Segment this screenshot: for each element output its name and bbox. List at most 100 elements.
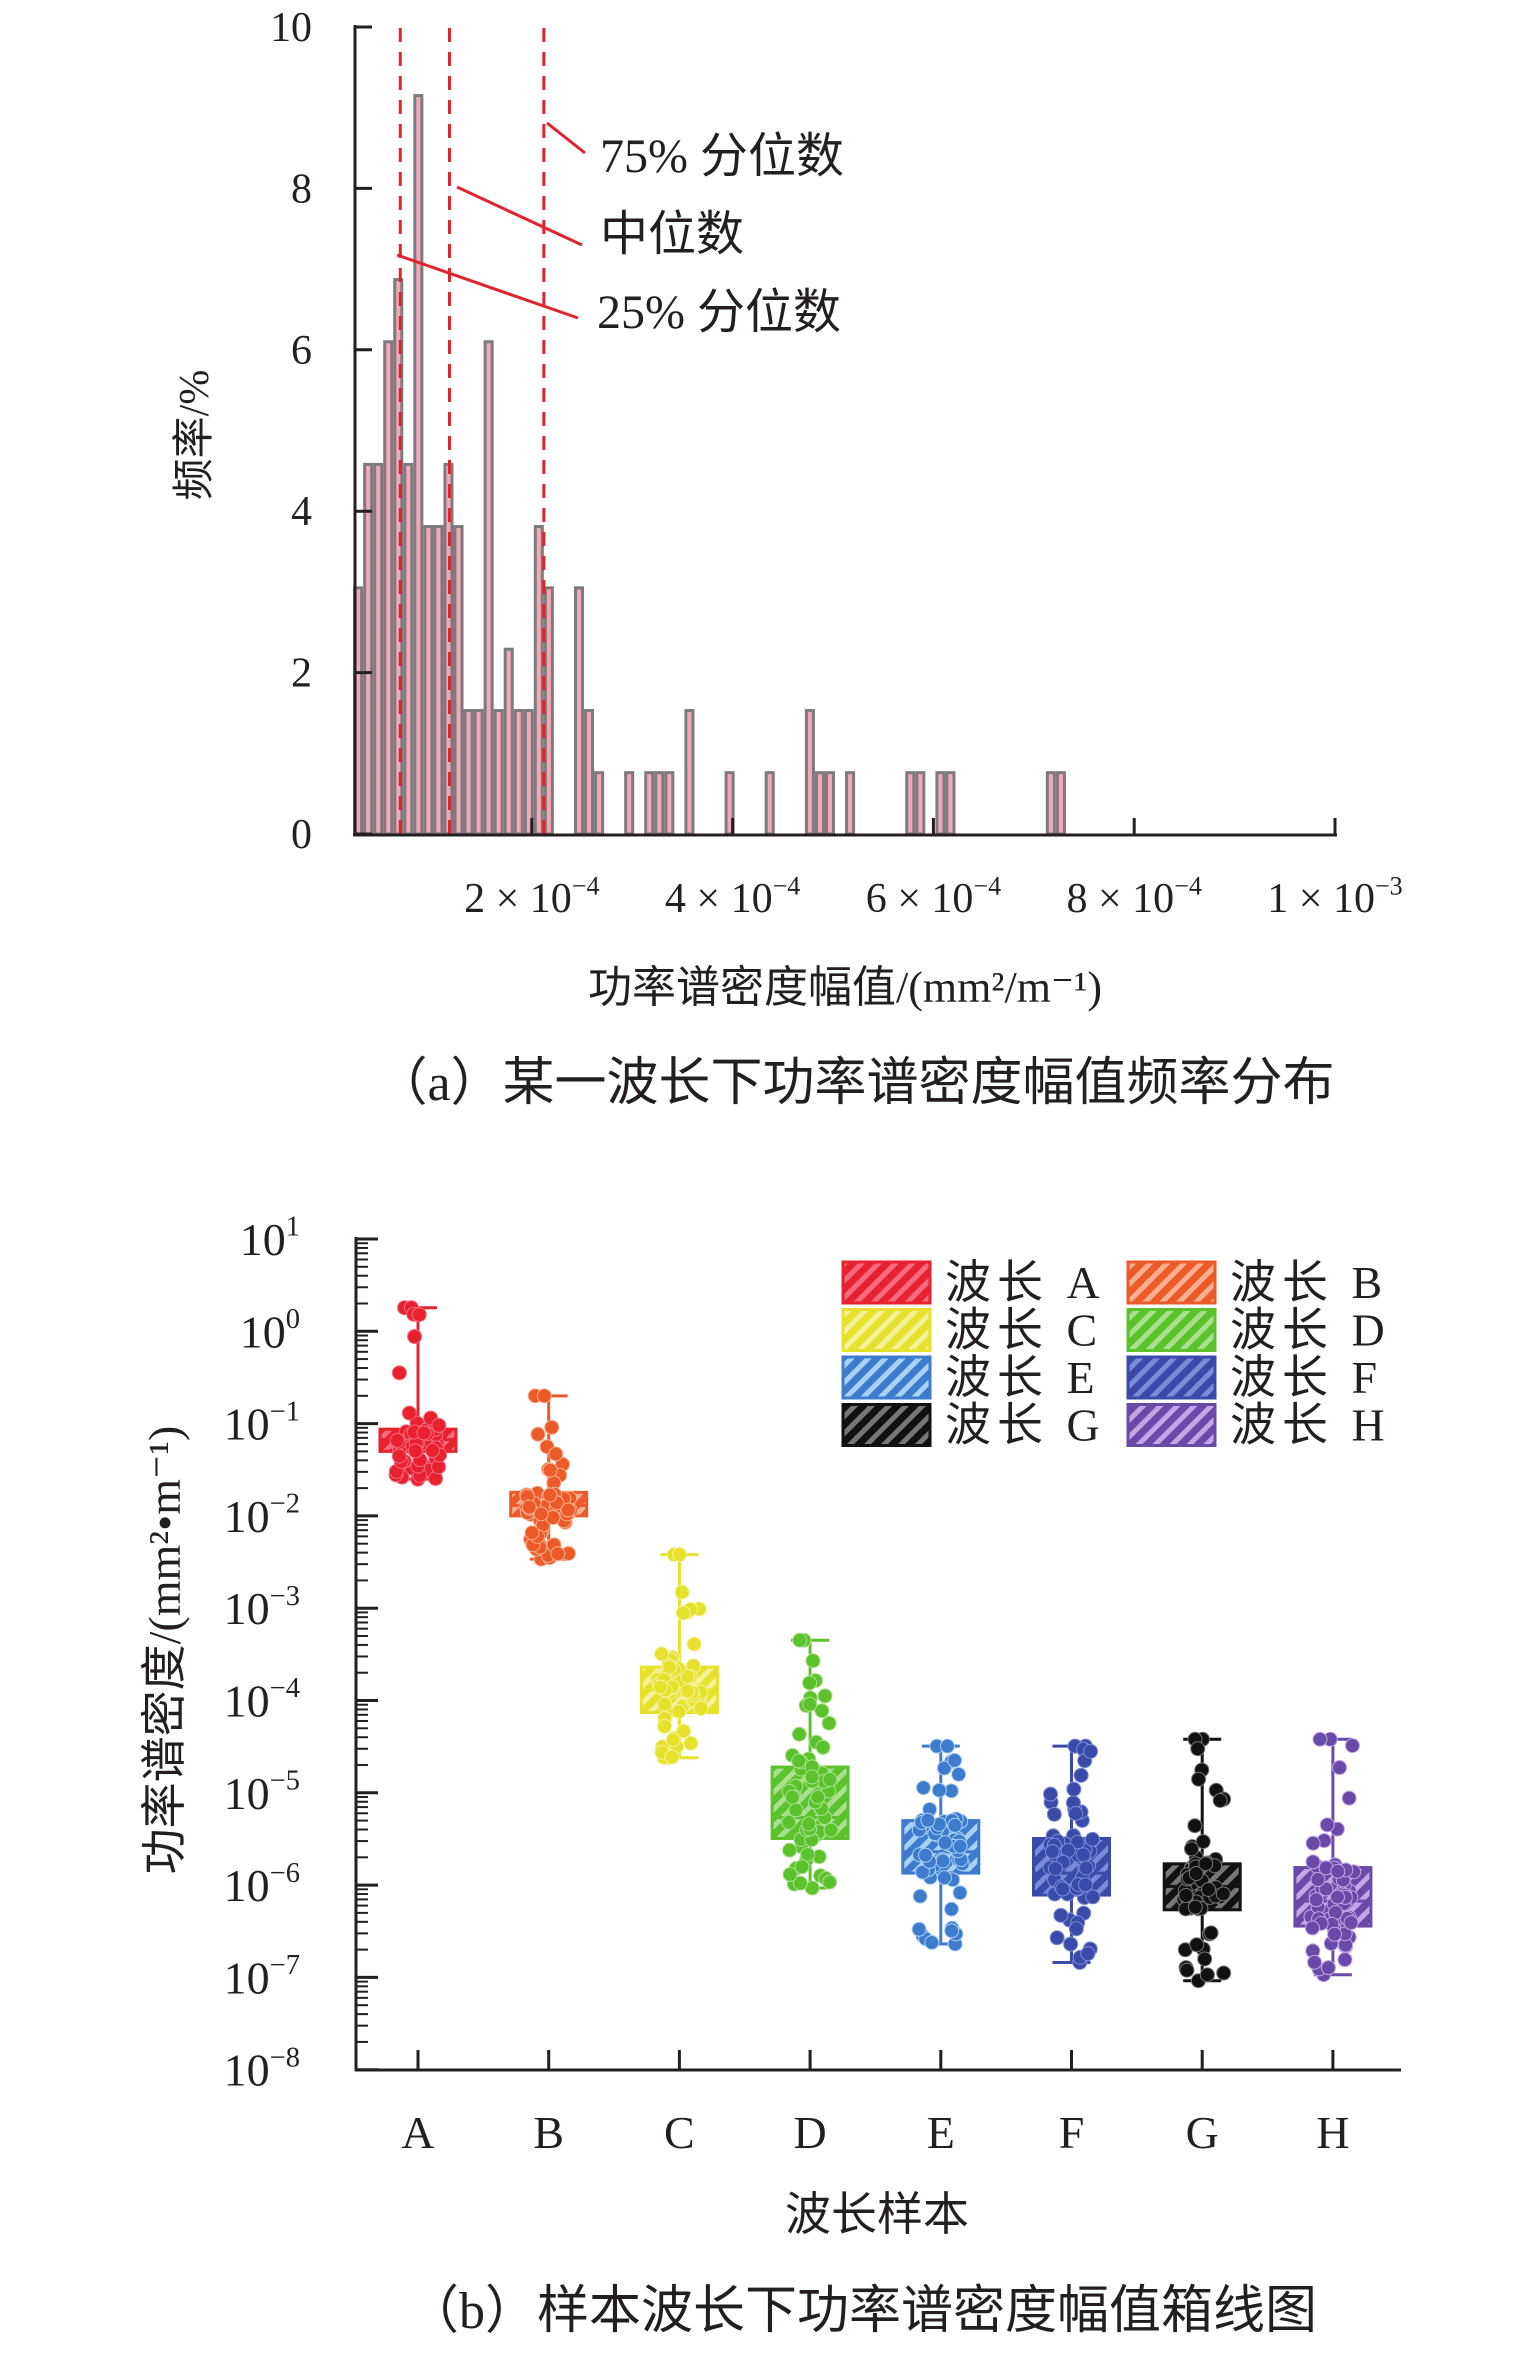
data-point	[1304, 1920, 1320, 1936]
data-point	[1329, 1889, 1345, 1905]
x-tick-label: B	[533, 2107, 564, 2158]
data-point	[944, 1923, 960, 1939]
histogram-bar	[1055, 771, 1066, 836]
data-point	[407, 1443, 423, 1459]
data-point	[1187, 1899, 1203, 1915]
x-axis-label: 波长样本	[785, 2189, 969, 2240]
data-point	[1068, 1805, 1084, 1821]
legend: 波长 A 波长 B 波长 C 波长 D 波长 E 波长 F 波长 G 波长 H	[841, 1257, 1391, 1451]
data-point	[784, 1789, 800, 1805]
data-point	[542, 1487, 558, 1503]
histogram-bar	[453, 525, 464, 836]
data-point	[952, 1885, 968, 1901]
histogram-bar	[543, 586, 554, 836]
histogram-bar	[584, 709, 595, 836]
y-tick-label: 10−8	[224, 2042, 300, 2095]
histogram-bar	[594, 771, 605, 836]
data-point	[533, 1506, 549, 1522]
data-point	[1047, 1861, 1063, 1877]
x-axis-label: 功率谱密度幅值/(mm²/m⁻¹)	[588, 963, 1102, 1012]
data-point	[1077, 1877, 1093, 1893]
data-point	[401, 1405, 417, 1421]
histogram-bar	[664, 771, 675, 836]
y-tick-label: 2	[291, 651, 312, 697]
data-point	[1305, 1835, 1321, 1851]
data-point	[1188, 1866, 1204, 1882]
data-point	[1212, 1792, 1228, 1808]
histogram-bar	[573, 586, 585, 836]
x-tick-label-exponent: −3	[1375, 871, 1403, 900]
y-tick-label-base: 10	[224, 2045, 270, 2096]
y-tick-label: 0	[291, 812, 312, 858]
x-tick-label-base: 2 × 10	[464, 876, 572, 922]
y-tick-label: 10	[270, 5, 312, 51]
data-point	[1178, 1887, 1194, 1903]
data-point	[1319, 1817, 1335, 1833]
legend-label: 波长 D	[1230, 1305, 1391, 1356]
box-group-D	[770, 1632, 850, 1896]
data-point	[686, 1636, 702, 1652]
data-point	[782, 1866, 798, 1882]
data-point	[1179, 1962, 1195, 1978]
data-point	[947, 1817, 963, 1833]
histogram-bar	[383, 340, 394, 836]
data-point	[654, 1646, 670, 1662]
data-point	[1203, 1925, 1219, 1941]
y-tick-label: 100	[240, 1304, 300, 1357]
histogram-bar	[905, 771, 916, 836]
histogram-bar	[403, 462, 414, 836]
data-point	[1199, 1967, 1215, 1983]
histogram-bar	[363, 462, 374, 836]
data-point	[560, 1502, 576, 1518]
x-tick-label: F	[1059, 2107, 1085, 2158]
data-point	[947, 1752, 963, 1768]
data-point	[1075, 1847, 1091, 1863]
y-tick-label-base: 10	[224, 1860, 270, 1911]
histogram-bar	[523, 709, 534, 836]
y-tick-label: 101	[240, 1212, 300, 1265]
data-point	[548, 1446, 564, 1462]
data-point	[939, 1738, 955, 1754]
data-point	[693, 1700, 709, 1716]
data-point	[665, 1732, 681, 1748]
data-point	[792, 1875, 808, 1891]
data-point	[391, 1365, 407, 1381]
data-point	[1189, 1937, 1205, 1953]
data-point	[1318, 1881, 1334, 1897]
data-point	[791, 1726, 807, 1742]
data-point	[1073, 1767, 1089, 1783]
data-point	[1216, 1965, 1232, 1981]
data-point	[1078, 1860, 1094, 1876]
data-point	[802, 1675, 818, 1691]
y-tick-label: 8	[291, 166, 312, 212]
data-point	[788, 1802, 804, 1818]
x-tick-label: A	[401, 2107, 434, 2158]
y-tick-label-exponent: −1	[270, 1396, 300, 1427]
box-group-F	[1032, 1738, 1111, 1971]
legend-label: 波长 G	[945, 1400, 1106, 1451]
data-point	[1053, 1907, 1069, 1923]
data-point	[1084, 1831, 1100, 1847]
data-point	[801, 1816, 817, 1832]
histogram-bar	[413, 94, 424, 836]
data-point	[814, 1703, 830, 1719]
data-point	[810, 1789, 826, 1805]
histogram-bar	[654, 771, 665, 836]
y-tick-label-exponent: −2	[270, 1489, 300, 1520]
data-point	[915, 1864, 931, 1880]
x-tick-label-exponent: −4	[973, 871, 1001, 900]
data-point	[544, 1419, 560, 1435]
legend-swatch	[841, 1355, 932, 1400]
data-point	[1183, 1841, 1199, 1857]
data-point	[817, 1688, 833, 1704]
data-point	[411, 1307, 427, 1323]
data-point	[1046, 1806, 1062, 1822]
data-point	[791, 1753, 807, 1769]
legend-swatch	[841, 1403, 932, 1447]
histogram-bar	[945, 771, 956, 836]
data-point	[1198, 1856, 1214, 1872]
data-point	[1197, 1951, 1213, 1967]
data-point	[1083, 1743, 1099, 1759]
